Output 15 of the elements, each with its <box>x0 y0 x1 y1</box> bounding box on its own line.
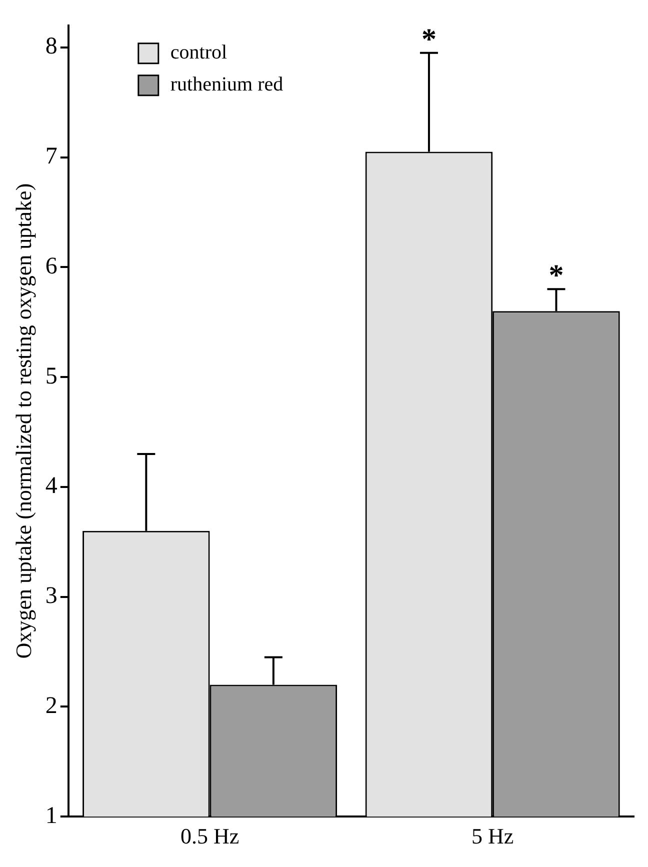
y-tick-label: 1 <box>45 802 58 829</box>
x-tick-label: 0.5 Hz <box>180 824 240 849</box>
legend-label: ruthenium red <box>170 74 284 96</box>
legend-label: control <box>170 42 228 64</box>
annotation: * <box>421 22 436 56</box>
y-tick-label: 5 <box>45 363 58 390</box>
x-tick-label: 5 Hz <box>472 824 514 849</box>
y-tick-label: 3 <box>45 583 58 610</box>
annotation: * <box>548 259 564 292</box>
y-tick-label: 6 <box>45 253 58 280</box>
y-tick-label: 8 <box>45 34 58 60</box>
y-tick-label: 2 <box>45 693 58 720</box>
y-tick-label: 7 <box>45 144 58 170</box>
y-tick-label: 4 <box>45 473 58 500</box>
y-axis-title: Oxygen uptake (normalized to resting oxygen uptake) <box>10 183 36 659</box>
